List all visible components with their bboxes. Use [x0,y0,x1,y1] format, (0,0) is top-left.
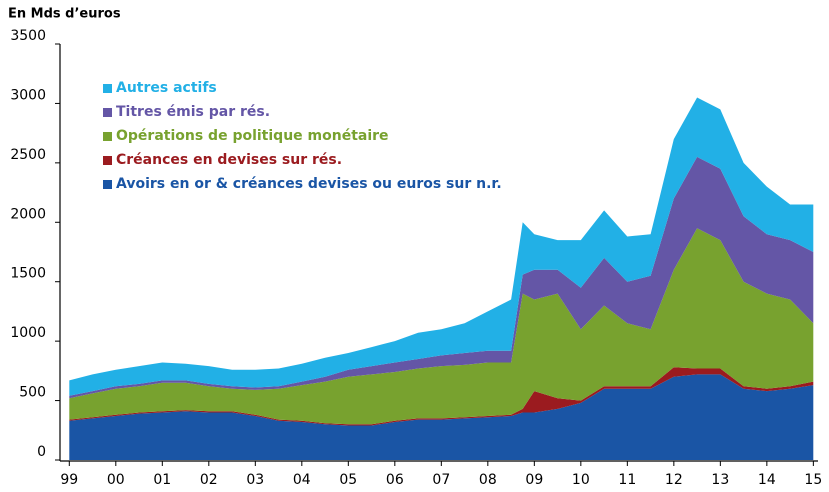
legend-label: Avoirs en or & créances devises ou euros… [116,176,502,192]
area [69,228,814,425]
x-tick-label: 00 [107,472,125,488]
x-tick-label: 14 [758,472,776,488]
x-tick-label: 11 [618,472,636,488]
x-tick-label: 04 [293,472,311,488]
legend-swatch [103,180,112,189]
area [69,156,814,399]
x-tick-label: 02 [200,472,218,488]
y-axis-label: En Mds d’euros [8,7,121,22]
y-tick-label: 0 [37,444,46,460]
legend-swatch [103,156,112,165]
x-tick-label: 05 [339,472,357,488]
y-tick-label: 2500 [10,147,46,163]
legend-swatch [103,108,112,117]
x-tick-label: 01 [153,472,171,488]
x-tick-label: 08 [479,472,497,488]
legend-label: Opérations de politique monétaire [116,128,389,144]
areas [69,97,814,460]
area [69,374,814,460]
y-tick-label: 500 [19,385,46,401]
y-tick-label: 3500 [10,28,46,44]
area [69,97,814,396]
y-tick-label: 1000 [10,325,46,341]
y-tick-label: 2000 [10,206,46,222]
x-tick-label: 06 [386,472,404,488]
x-tick-label: 99 [60,472,78,488]
legend-swatch [103,84,112,93]
legend-label: Autres actifs [116,80,217,96]
x-tick-label: 13 [711,472,729,488]
x-tick-label: 15 [804,472,822,488]
legend-label: Titres émis par rés. [116,104,270,120]
y-tick-label: 1500 [10,266,46,282]
legend-swatch [103,132,112,141]
legend-label: Créances en devises sur rés. [116,152,342,168]
x-tick-label: 10 [572,472,590,488]
x-tick-label: 03 [246,472,264,488]
axes: 0 500 1000 1500 2000 2500 3000 3500 99 00 01 02 03 04… [10,28,822,488]
y-tick-label: 3000 [10,87,46,103]
x-tick-label: 09 [525,472,543,488]
x-tick-label: 12 [665,472,683,488]
x-tick-label: 07 [432,472,450,488]
